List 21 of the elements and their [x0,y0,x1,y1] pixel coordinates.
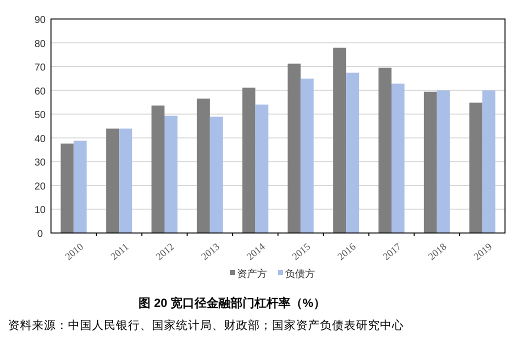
text: 图 20 宽口径金融部门杠杆率（%） [138,296,326,310]
text: 资料来源：中国人民银行、国家统计局、财政部；国家资产负债表研究中心 [8,318,404,332]
y-tick-label: 30 [34,158,46,169]
y-tick-label: 0 [37,229,44,240]
x-tick-label: 2013 [200,242,222,263]
y-tick-label: 20 [34,181,46,192]
y-tick-label: 40 [34,134,46,145]
legend-label: 资产方 [237,268,267,280]
y-tick-label: 70 [34,62,46,74]
x-tick-label: 2010 [63,242,86,263]
y-tick-label: 10 [34,205,46,216]
y-tick-label: 50 [34,110,46,122]
y-tick-label: 60 [34,86,46,98]
legend-label: 负债方 [285,268,315,280]
x-tick-label: 2012 [154,242,177,263]
y-tick-label: 80 [34,38,46,50]
x-tick-label: 2015 [290,242,313,263]
x-tick-label: 2011 [109,242,132,263]
x-tick-label: 2019 [472,242,494,263]
y-tick-label: 90 [34,15,46,26]
x-tick-label: 2018 [426,242,450,263]
